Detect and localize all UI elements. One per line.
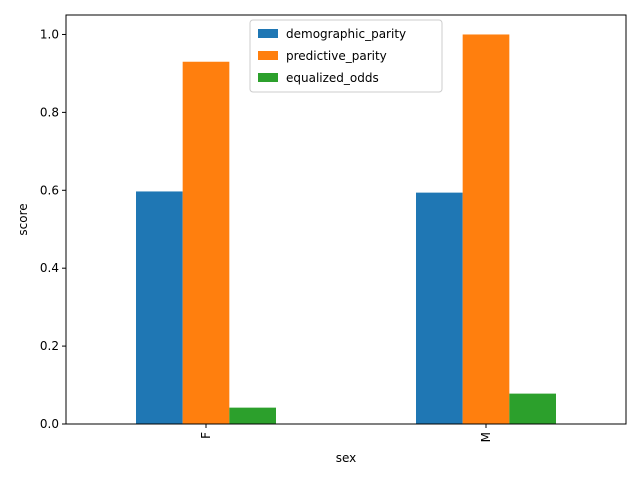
legend-label-equalized_odds: equalized_odds [286,71,379,85]
y-axis-label: score [16,203,30,235]
legend-label-predictive_parity: predictive_parity [286,49,387,63]
y-tick-label: 0.6 [40,183,59,197]
bar-equalized_odds-F [229,407,276,424]
y-tick-label: 1.0 [40,27,59,41]
y-tick-label: 0.0 [40,417,59,431]
legend-swatch-predictive_parity [258,51,278,60]
bar-equalized_odds-M [509,393,556,424]
axes-group: 0.0 0.2 0.4 0.6 0.8 1.0 F M [40,27,493,442]
x-tick-label: M [479,432,493,442]
y-tick-label: 0.4 [40,261,59,275]
x-tick-label: F [199,432,213,439]
legend-box [249,19,443,93]
y-tick-label: 0.8 [40,105,59,119]
legend: demographic_parity predictive_parityequal… [249,19,443,93]
bars-group [136,34,556,424]
bar-predictive_parity-M [462,34,510,424]
legend-label-demographic_parity: demographic_parity [286,27,406,41]
y-tick-label: 0.2 [40,339,59,353]
x-axis-label: sex [336,451,357,465]
legend-swatch-demographic_parity [258,29,278,38]
bar-predictive_parity-F [182,61,230,424]
bar-demographic_parity-F [136,191,183,424]
plot-frame [65,14,627,425]
legend-swatch-equalized_odds [258,73,278,82]
bar-demographic_parity-M [416,192,463,424]
